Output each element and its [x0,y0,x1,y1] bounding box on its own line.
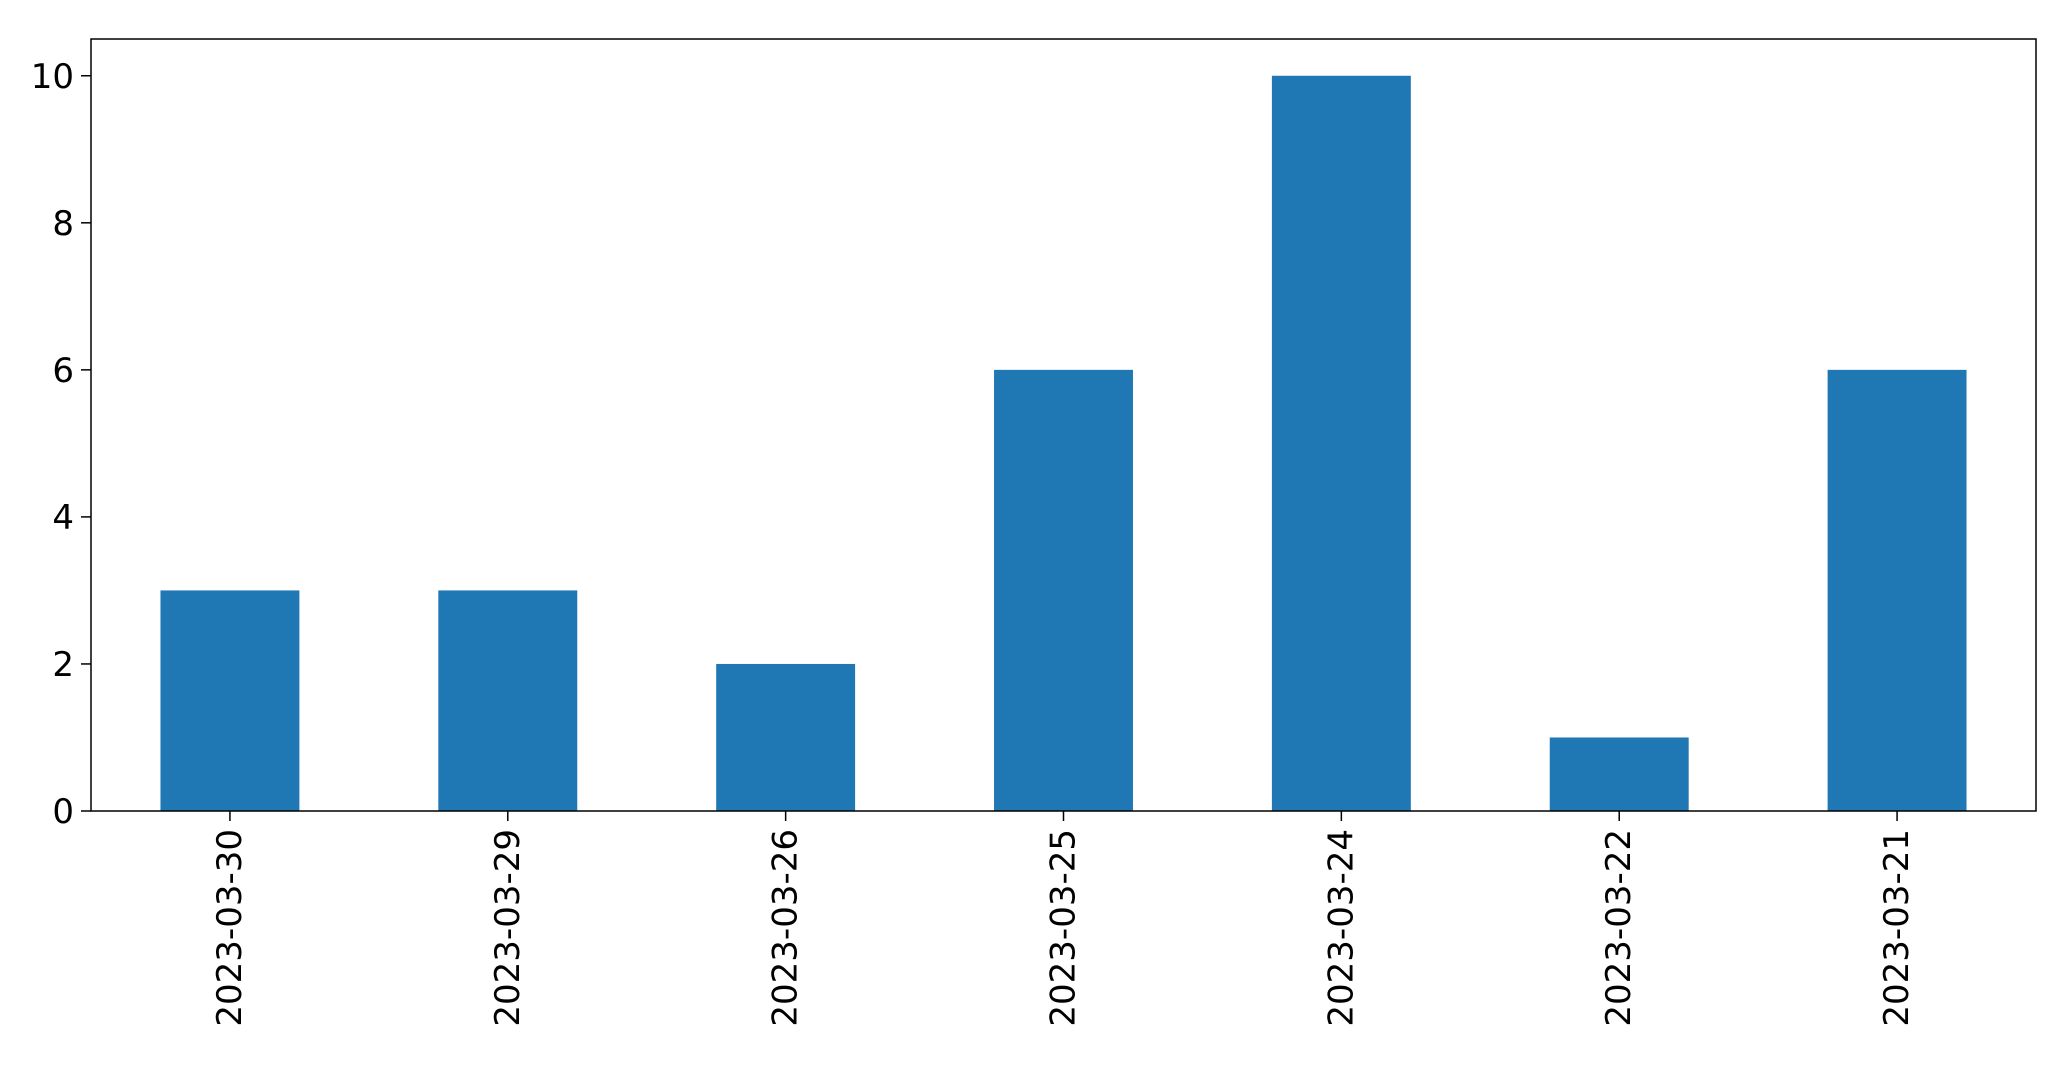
bar-2023-03-24 [1271,75,1411,811]
x-tick-label: 2023-03-25 [1044,829,1084,1027]
y-tick-label: 2 [52,645,74,685]
x-tick-label: 2023-03-24 [1321,829,1361,1027]
y-tick-label: 6 [52,351,74,391]
y-axis: 0 2 4 6 8 10 [31,57,91,832]
bar-2023-03-21 [1827,369,1967,811]
x-tick-label: 2023-03-22 [1599,829,1639,1027]
bars-layer [160,75,1967,811]
x-axis: 2023-03-30 2023-03-29 2023-03-26 2023-03-25… [210,811,1917,1027]
y-tick-label: 10 [31,57,74,97]
bar-2023-03-22 [1549,737,1689,811]
y-tick-label: 4 [52,498,74,538]
x-tick-label: 2023-03-26 [766,829,806,1027]
plot-frame [90,38,2037,812]
x-tick-label: 2023-03-21 [1877,829,1917,1027]
bar-2023-03-30 [160,590,300,811]
x-tick-label: 2023-03-30 [210,829,250,1027]
bar-2023-03-26 [716,663,856,811]
bar-2023-03-29 [438,590,578,811]
y-tick-label: 8 [52,204,74,244]
bar-2023-03-25 [994,369,1133,811]
x-tick-label: 2023-03-29 [488,829,528,1027]
y-tick-label: 0 [52,792,74,832]
